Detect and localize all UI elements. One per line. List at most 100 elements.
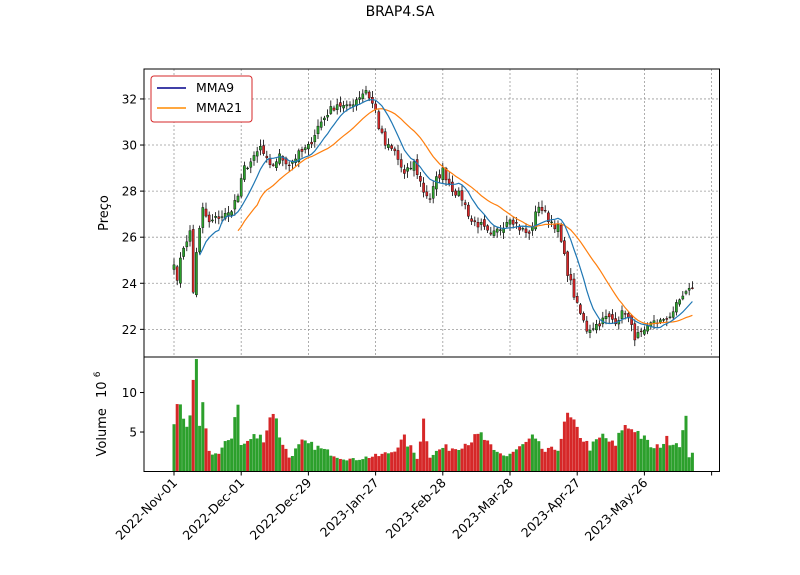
volume-bar: [239, 444, 243, 472]
candle-body: [374, 103, 377, 110]
candle-body: [543, 210, 547, 212]
volume-tick-label: 10: [122, 386, 137, 400]
candle-body: [460, 190, 464, 201]
candle-body: [483, 219, 486, 227]
candle-body: [364, 90, 368, 94]
candle-body: [316, 125, 320, 135]
volume-bar: [198, 425, 202, 472]
candle-body: [172, 264, 176, 270]
candle-body: [409, 167, 413, 170]
volume-bar: [447, 450, 451, 472]
volume-bar: [367, 458, 371, 472]
candle-body: [527, 231, 531, 234]
candle-body: [367, 91, 371, 99]
volume-bar: [617, 432, 621, 472]
candle-body: [547, 212, 550, 223]
candle-body: [249, 161, 253, 168]
volume-bar: [502, 455, 506, 472]
legend-label-mma9: MMA9: [196, 80, 234, 95]
volume-bar: [454, 449, 458, 472]
volume-bar: [463, 443, 467, 472]
volume-bar: [329, 455, 333, 472]
volume-bar: [582, 441, 586, 472]
volume-bar: [578, 438, 582, 472]
volume-bar: [658, 447, 662, 472]
price-y-axis: 22 24 26 28 30 32: [122, 92, 144, 337]
volume-bar: [393, 451, 397, 472]
volume-bar: [601, 433, 605, 472]
volume-bar: [262, 442, 266, 472]
candle-body: [191, 229, 195, 293]
candle-body: [662, 319, 665, 321]
volume-bar: [361, 459, 365, 472]
volume-ylabel: Volume 10 6: [93, 371, 110, 456]
candle-body: [595, 324, 598, 331]
volume-bar: [441, 447, 445, 472]
candle-body: [687, 288, 691, 291]
candle-body: [588, 329, 592, 333]
candle-body: [607, 313, 611, 318]
candle-body: [691, 287, 694, 289]
candle-body: [412, 161, 416, 171]
candle-body: [470, 218, 473, 222]
volume-bar: [242, 443, 246, 472]
volume-bar: [274, 418, 278, 472]
candle-body: [310, 141, 313, 145]
candle-body: [614, 318, 617, 325]
volume-bar: [649, 447, 653, 472]
candle-body: [643, 329, 646, 335]
volume-bar: [585, 440, 589, 472]
candle-body: [415, 159, 419, 175]
candle-body: [495, 228, 499, 233]
candle-body: [681, 295, 685, 300]
volume-bar: [335, 457, 339, 472]
candle-body: [252, 155, 256, 161]
candle-body: [569, 274, 573, 281]
price-tick-label: 30: [122, 139, 137, 153]
volume-bar: [543, 451, 547, 472]
volume-bar: [514, 449, 518, 472]
volume-bar: [226, 440, 230, 472]
volume-bar: [438, 449, 442, 472]
volume-bar: [524, 441, 528, 472]
volume-bar: [674, 443, 678, 472]
volume-bar: [623, 425, 627, 472]
candle-body: [463, 202, 467, 205]
candle-body: [278, 153, 281, 164]
volume-bar: [258, 434, 262, 472]
volume-bar: [358, 459, 362, 472]
candle-body: [287, 164, 291, 167]
candle-body: [303, 147, 307, 150]
candle-body: [499, 229, 502, 231]
candle-body: [233, 200, 237, 210]
candle-body: [220, 216, 224, 218]
candle-body: [486, 225, 489, 231]
volume-bar: [300, 439, 304, 472]
volume-bar: [223, 441, 227, 472]
volume-bar: [434, 450, 438, 472]
candle-body: [540, 207, 544, 211]
candle-body: [479, 222, 483, 225]
volume-bar: [396, 447, 400, 472]
volume-bar: [214, 453, 218, 472]
candle-body: [566, 251, 569, 276]
candle-body: [217, 216, 221, 219]
volume-bar: [185, 426, 189, 472]
candle-body: [396, 150, 400, 160]
candle-body: [438, 174, 441, 179]
volume-bar: [268, 417, 272, 472]
volume-bar: [294, 448, 298, 472]
volume-y-axis: 5 10: [122, 386, 144, 440]
candle-body: [630, 315, 633, 325]
candle-body: [425, 191, 429, 197]
candle-body: [342, 105, 345, 109]
candle-body: [489, 232, 493, 235]
candle-body: [457, 190, 461, 196]
volume-bar: [313, 449, 317, 472]
candle-body: [345, 104, 349, 107]
volume-bar: [348, 458, 352, 472]
volume-bar: [383, 452, 387, 472]
volume-bar: [598, 437, 602, 472]
candle-body: [204, 208, 208, 217]
volume-bar: [530, 434, 534, 472]
